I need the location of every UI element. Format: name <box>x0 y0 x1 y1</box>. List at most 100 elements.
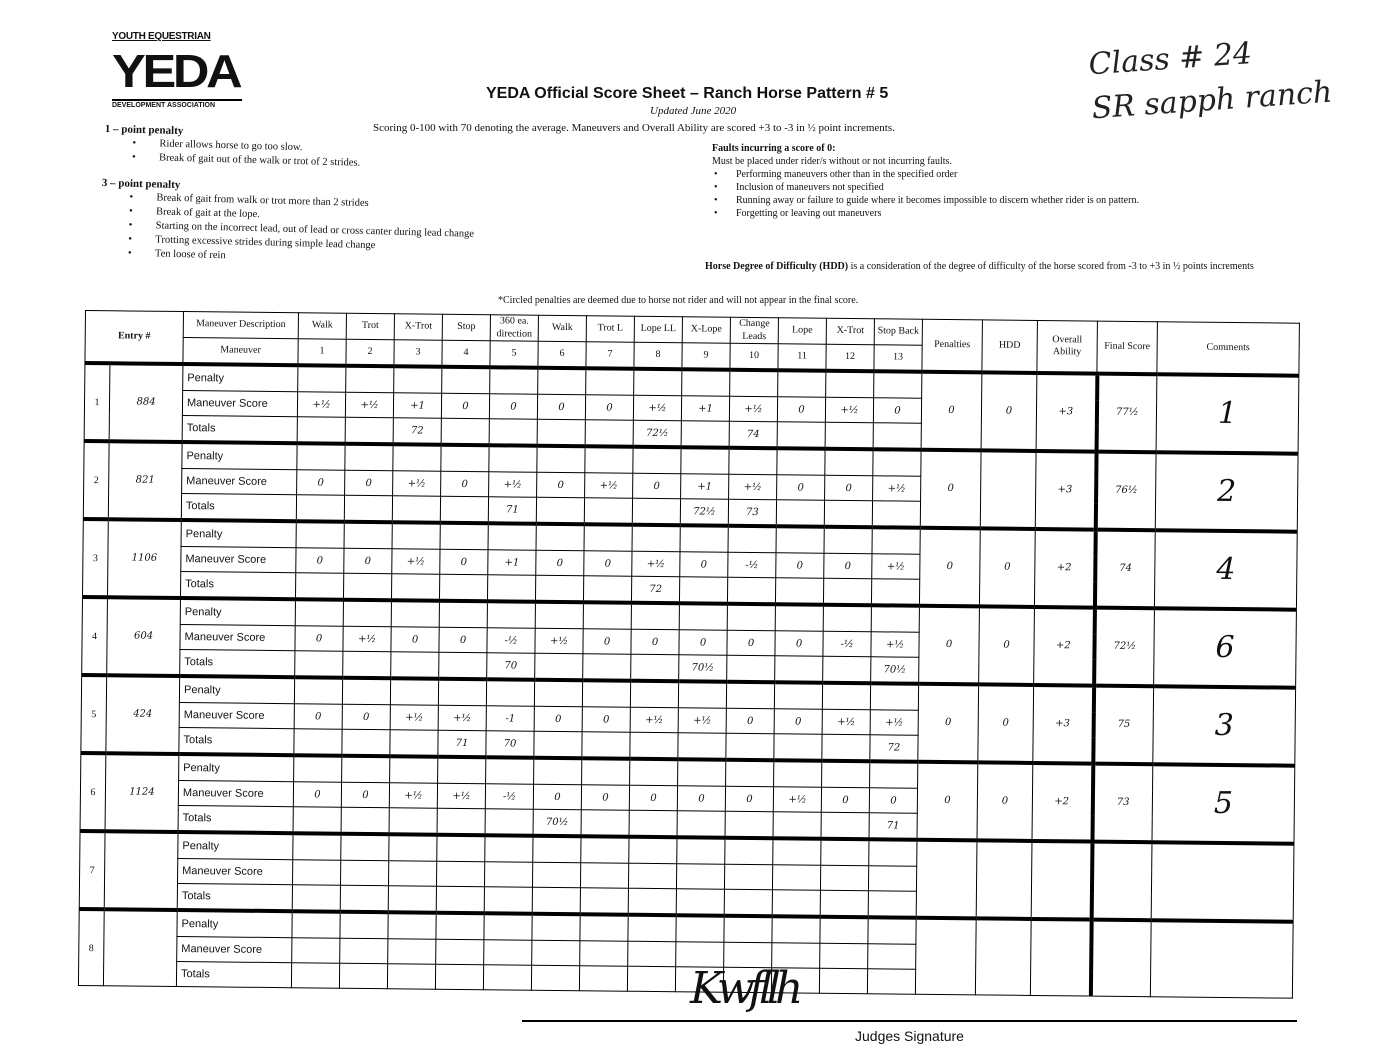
maneuver-score-cell: -½ <box>727 552 776 578</box>
maneuver-score-cell: +½ <box>872 475 921 502</box>
maneuver-score-cell: +1 <box>393 392 442 419</box>
penalty-cell <box>725 759 774 787</box>
list-item: Performing maneuvers other than in the s… <box>712 168 1139 181</box>
totals-cell <box>821 734 871 762</box>
totals-cell <box>392 495 441 523</box>
row-label: Maneuver Score <box>179 624 296 651</box>
maneuver-score-cell: 0 <box>390 626 440 653</box>
totals-cell <box>777 421 826 449</box>
maneuver-number: 2 <box>345 339 395 367</box>
totals-cell <box>581 809 630 837</box>
maneuver-score-cell: 0 <box>489 393 538 420</box>
penalty-cell <box>724 837 774 865</box>
row-label: Penalty <box>179 676 295 704</box>
totals-cell <box>293 728 343 756</box>
maneuver-score-cell <box>340 860 389 886</box>
penalty-cell <box>583 602 632 630</box>
penalty-cell <box>295 599 344 627</box>
maneuver-score-cell: +½ <box>390 704 439 731</box>
maneuver-score-cell: -½ <box>486 627 536 654</box>
maneuver-score-cell <box>724 864 773 890</box>
totals-cell <box>775 577 824 605</box>
maneuver-number: 8 <box>633 342 683 370</box>
maneuver-score-cell: 0 <box>295 547 345 574</box>
totals-cell <box>681 420 730 448</box>
row-label: Maneuver Score <box>176 936 292 963</box>
totals-cell: 71 <box>437 730 487 758</box>
maneuver-score-cell: +½ <box>678 707 727 734</box>
maneuver-score-cell: +½ <box>871 553 920 580</box>
totals-cell <box>676 888 725 916</box>
penalty-cell <box>727 525 777 553</box>
maneuver-score-cell: +½ <box>437 783 486 809</box>
final-score-cell <box>1091 841 1152 921</box>
maneuver-score-cell: -1 <box>486 705 535 732</box>
maneuver-score-cell: 0 <box>342 704 391 730</box>
totals-cell <box>727 577 776 605</box>
maneuver-score-cell <box>868 865 917 892</box>
penalty-cell <box>293 755 342 783</box>
entry-number: 821 <box>108 441 183 521</box>
logo-top-text: YOUTH EQUESTRIAN <box>112 31 211 42</box>
final-score-cell: 74 <box>1094 529 1156 609</box>
maneuver-score-cell: 0 <box>679 551 728 578</box>
maneuver-score-cell: 0 <box>777 396 826 423</box>
penalty-cell <box>776 448 826 476</box>
penalty-cell <box>823 526 873 554</box>
maneuver-header: X-Trot <box>394 313 443 341</box>
maneuver-score-cell: +½ <box>297 391 346 418</box>
maneuver-score-cell: 0 <box>583 550 633 577</box>
penalty-cell <box>627 914 677 942</box>
penalty-cell <box>296 443 346 471</box>
penalty-cell <box>297 365 346 393</box>
list-item: Inclusion of maneuvers not specified <box>712 181 1139 194</box>
totals-cell: 73 <box>728 499 777 527</box>
final-score-cell: 77½ <box>1096 373 1157 453</box>
penalty-cell <box>871 605 920 633</box>
penalty-cell <box>536 523 585 551</box>
faults-subtext: Must be placed under rider/s without or … <box>712 156 952 167</box>
comments-cell: 6 <box>1153 608 1297 688</box>
overall-ability-cell <box>1031 840 1092 920</box>
maneuver-score-cell: +½ <box>870 631 920 658</box>
maneuver-score-cell: 0 <box>439 549 489 575</box>
maneuver-score-cell: +½ <box>534 628 584 654</box>
row-label: Maneuver Score <box>178 780 294 807</box>
totals-cell <box>774 655 823 683</box>
totals-cell <box>819 968 868 994</box>
entry-row-number: 1 <box>84 363 110 442</box>
totals-cell <box>531 965 580 991</box>
maneuver-score-cell <box>580 862 629 889</box>
maneuver-score-cell: 0 <box>440 471 489 497</box>
maneuver-score-cell <box>436 861 485 887</box>
hdd-note-bold: Horse Degree of Difficulty (HDD) <box>705 261 849 272</box>
penalty-cell <box>439 600 488 628</box>
totals-cell <box>776 499 825 527</box>
penalty-cell <box>389 756 438 784</box>
maneuver-number: 9 <box>681 342 731 370</box>
maneuver-header: Lope LL <box>634 316 683 343</box>
totals-cell <box>725 811 774 839</box>
penalties-cell: 0 <box>919 527 981 607</box>
penalty-cell <box>677 759 726 787</box>
maneuver-score-cell <box>867 943 916 970</box>
maneuver-header: Lope <box>778 317 827 345</box>
totals-cell: 72 <box>869 734 919 762</box>
totals-cell <box>295 572 344 600</box>
row-label: Maneuver Score <box>177 858 293 885</box>
maneuver-header: Change Leads <box>730 317 779 344</box>
maneuver-score-cell: +½ <box>729 396 778 422</box>
overall-ability-cell: +3 <box>1032 684 1094 764</box>
penalty-cell <box>726 681 775 709</box>
penalties-cell: 0 <box>918 605 980 685</box>
maneuver-score-cell: 0 <box>344 470 393 496</box>
totals-cell <box>724 889 773 917</box>
penalty-cell <box>387 912 437 940</box>
penalty-cell <box>340 833 390 861</box>
penalty-cell <box>773 760 822 788</box>
totals-cell <box>537 419 586 447</box>
totals-cell <box>820 890 869 918</box>
penalty-cell <box>680 525 729 553</box>
totals-cell <box>677 732 727 760</box>
totals-cell <box>292 884 341 912</box>
